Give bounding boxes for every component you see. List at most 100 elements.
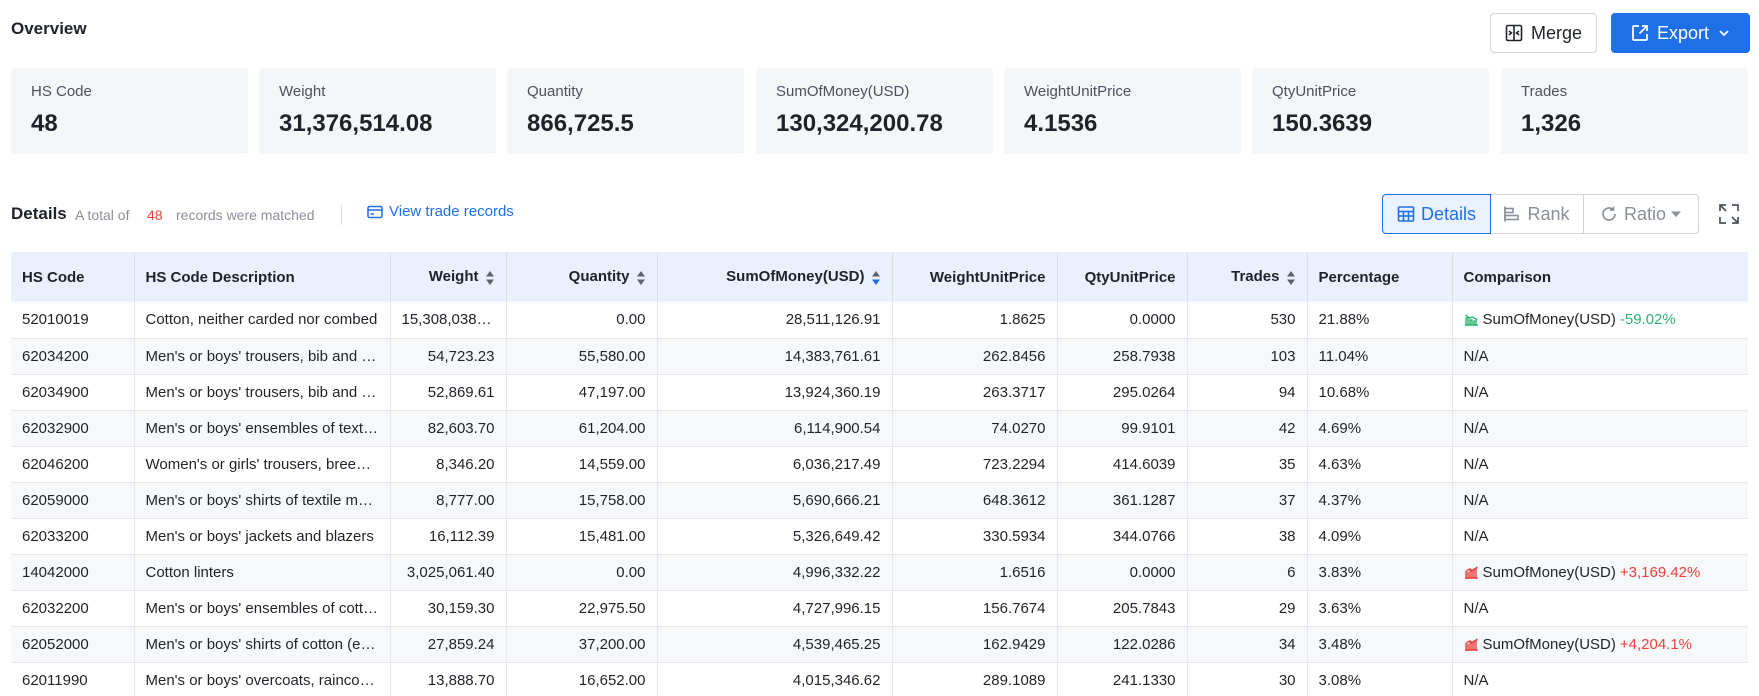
- column-header-description[interactable]: HS Code Description: [134, 252, 391, 302]
- export-button[interactable]: Export: [1611, 13, 1750, 53]
- refresh-icon: [1602, 206, 1616, 221]
- trades-cell: 30: [1187, 662, 1308, 696]
- table-row[interactable]: 62046200 Women's or girls' trousers, bree…: [11, 446, 1748, 483]
- hs-code-cell: 62052000: [11, 626, 135, 663]
- card-value: 48: [31, 110, 58, 137]
- records-count: 48: [147, 207, 163, 223]
- card-value: 866,725.5: [527, 110, 634, 137]
- weight-cell: 82,603.70: [390, 410, 507, 447]
- weight-unit-price-cell: 330.5934: [892, 518, 1058, 555]
- quantity-cell: 22,975.50: [506, 590, 658, 627]
- table-row[interactable]: 62059000 Men's or boys' shirts of textile…: [11, 482, 1748, 519]
- table-row[interactable]: 62034200 Men's or boys' trousers, bib and…: [11, 338, 1748, 375]
- chevron-down-icon: [1719, 30, 1729, 37]
- sort-desc-active-icon[interactable]: [871, 270, 881, 286]
- description-cell: Men's or boys' jackets and blazers: [134, 518, 391, 555]
- summary-card-qty-unit-price: QtyUnitPrice 150.3639: [1252, 68, 1489, 154]
- comparison-label: N/A: [1463, 419, 1489, 437]
- table-row[interactable]: 62052000 Men's or boys' shirts of cotton …: [11, 626, 1748, 663]
- column-header-quantity[interactable]: Quantity: [506, 252, 658, 302]
- view-toggle-rank-label: Rank: [1527, 203, 1570, 224]
- sort-icon[interactable]: [485, 270, 495, 286]
- view-toggle-ratio-label: Ratio: [1623, 203, 1667, 224]
- sum-of-money-cell: 28,511,126.91: [657, 302, 893, 339]
- percentage-cell: 4.37%: [1307, 482, 1453, 519]
- qty-unit-price-cell: 258.7938: [1057, 338, 1188, 375]
- table-row[interactable]: 62033200 Men's or boys' jackets and blaze…: [11, 518, 1748, 555]
- comparison-cell: SumOfMoney(USD) +3,169.42%: [1452, 554, 1748, 591]
- percentage-cell: 3.48%: [1307, 626, 1453, 663]
- card-value: 130,324,200.78: [776, 110, 943, 137]
- percentage-cell: 4.09%: [1307, 518, 1453, 555]
- sum-of-money-cell: 14,383,761.61: [657, 338, 893, 375]
- comparison-cell: N/A: [1452, 374, 1748, 411]
- quantity-cell: 16,652.00: [506, 662, 658, 696]
- quantity-cell: 14,559.00: [506, 446, 658, 483]
- table-row[interactable]: 62032900 Men's or boys' ensembles of text…: [11, 410, 1748, 447]
- table-row[interactable]: 62034900 Men's or boys' trousers, bib and…: [11, 374, 1748, 411]
- column-header-weight[interactable]: Weight: [390, 252, 507, 302]
- view-toggle-ratio[interactable]: Ratio: [1583, 194, 1699, 234]
- weight-unit-price-cell: 289.1089: [892, 662, 1058, 696]
- comparison-label: SumOfMoney(USD): [1482, 635, 1616, 653]
- trades-cell: 29: [1187, 590, 1308, 627]
- comparison-change: +3,169.42%: [1619, 563, 1701, 581]
- sum-of-money-cell: 5,326,649.42: [657, 518, 893, 555]
- page-title: Overview: [11, 19, 87, 38]
- card-label: Quantity: [527, 83, 583, 100]
- fullscreen-button[interactable]: [1717, 202, 1741, 226]
- view-toggle-details[interactable]: Details: [1382, 194, 1491, 234]
- column-header-sum-of-money[interactable]: SumOfMoney(USD): [657, 252, 893, 302]
- card-value: 4.1536: [1024, 110, 1098, 137]
- weight-unit-price-cell: 263.3717: [892, 374, 1058, 411]
- table-row[interactable]: 62032200 Men's or boys' ensembles of cott…: [11, 590, 1748, 627]
- table-row[interactable]: 62011990 Men's or boys' overcoats, rainco…: [11, 662, 1748, 696]
- weight-cell: 8,346.20: [390, 446, 507, 483]
- comparison-cell: N/A: [1452, 518, 1748, 555]
- comparison-label: N/A: [1463, 455, 1489, 473]
- qty-unit-price-cell: 361.1287: [1057, 482, 1188, 519]
- hs-code-cell: 62033200: [11, 518, 135, 555]
- sort-icon[interactable]: [636, 270, 646, 286]
- view-trade-records-link[interactable]: View trade records: [367, 203, 514, 220]
- comparison-label: N/A: [1463, 383, 1489, 401]
- export-icon: [1632, 25, 1648, 41]
- trades-cell: 42: [1187, 410, 1308, 447]
- column-header-label: Comparison: [1463, 268, 1552, 286]
- quantity-cell: 0.00: [506, 302, 658, 339]
- card-value: 1,326: [1521, 110, 1582, 137]
- summary-card-sum-of-money: SumOfMoney(USD) 130,324,200.78: [756, 68, 993, 154]
- column-header-label: Percentage: [1318, 268, 1400, 286]
- comparison-change: -59.02%: [1619, 311, 1676, 329]
- column-header-trades[interactable]: Trades: [1187, 252, 1308, 302]
- view-toggle-rank[interactable]: Rank: [1490, 194, 1584, 234]
- sum-of-money-cell: 6,114,900.54: [657, 410, 893, 447]
- table-header-row: HS Code HS Code Description Weight Quant…: [11, 252, 1748, 302]
- column-header-weight-unit-price[interactable]: WeightUnitPrice: [892, 252, 1058, 302]
- column-header-qty-unit-price[interactable]: QtyUnitPrice: [1057, 252, 1188, 302]
- fullscreen-icon: [1719, 204, 1739, 224]
- comparison-cell: SumOfMoney(USD) +4,204.1%: [1452, 626, 1748, 663]
- hs-code-cell: 62046200: [11, 446, 135, 483]
- summary-card-weight-unit-price: WeightUnitPrice 4.1536: [1004, 68, 1241, 154]
- percentage-cell: 11.04%: [1307, 338, 1453, 375]
- comparison-cell: N/A: [1452, 446, 1748, 483]
- comparison-label: N/A: [1463, 491, 1489, 509]
- quantity-cell: 15,481.00: [506, 518, 658, 555]
- comparison-label: SumOfMoney(USD): [1482, 311, 1616, 329]
- bar-chart-up-icon: [1464, 565, 1478, 579]
- comparison-cell: N/A: [1452, 338, 1748, 375]
- divider: [341, 205, 342, 225]
- bar-chart-up-icon: [1464, 637, 1478, 651]
- table-body: 52010019 Cotton, neither carded nor combe…: [11, 302, 1748, 696]
- table-row[interactable]: 52010019 Cotton, neither carded nor combe…: [11, 302, 1748, 339]
- summary-card-trades: Trades 1,326: [1501, 68, 1748, 154]
- table-row[interactable]: 14042000 Cotton linters 3,025,061.40 0.00 4,…: [11, 554, 1748, 591]
- card-value: 150.3639: [1272, 110, 1373, 137]
- merge-button[interactable]: Merge: [1490, 13, 1597, 53]
- column-header-label: SumOfMoney(USD): [726, 268, 865, 286]
- column-header-hs-code[interactable]: HS Code: [11, 252, 135, 302]
- description-cell: Men's or boys' ensembles of textile mate…: [134, 410, 391, 447]
- description-cell: Men's or boys' shirts of cotton (excludi…: [134, 626, 391, 663]
- sort-icon[interactable]: [1286, 270, 1296, 286]
